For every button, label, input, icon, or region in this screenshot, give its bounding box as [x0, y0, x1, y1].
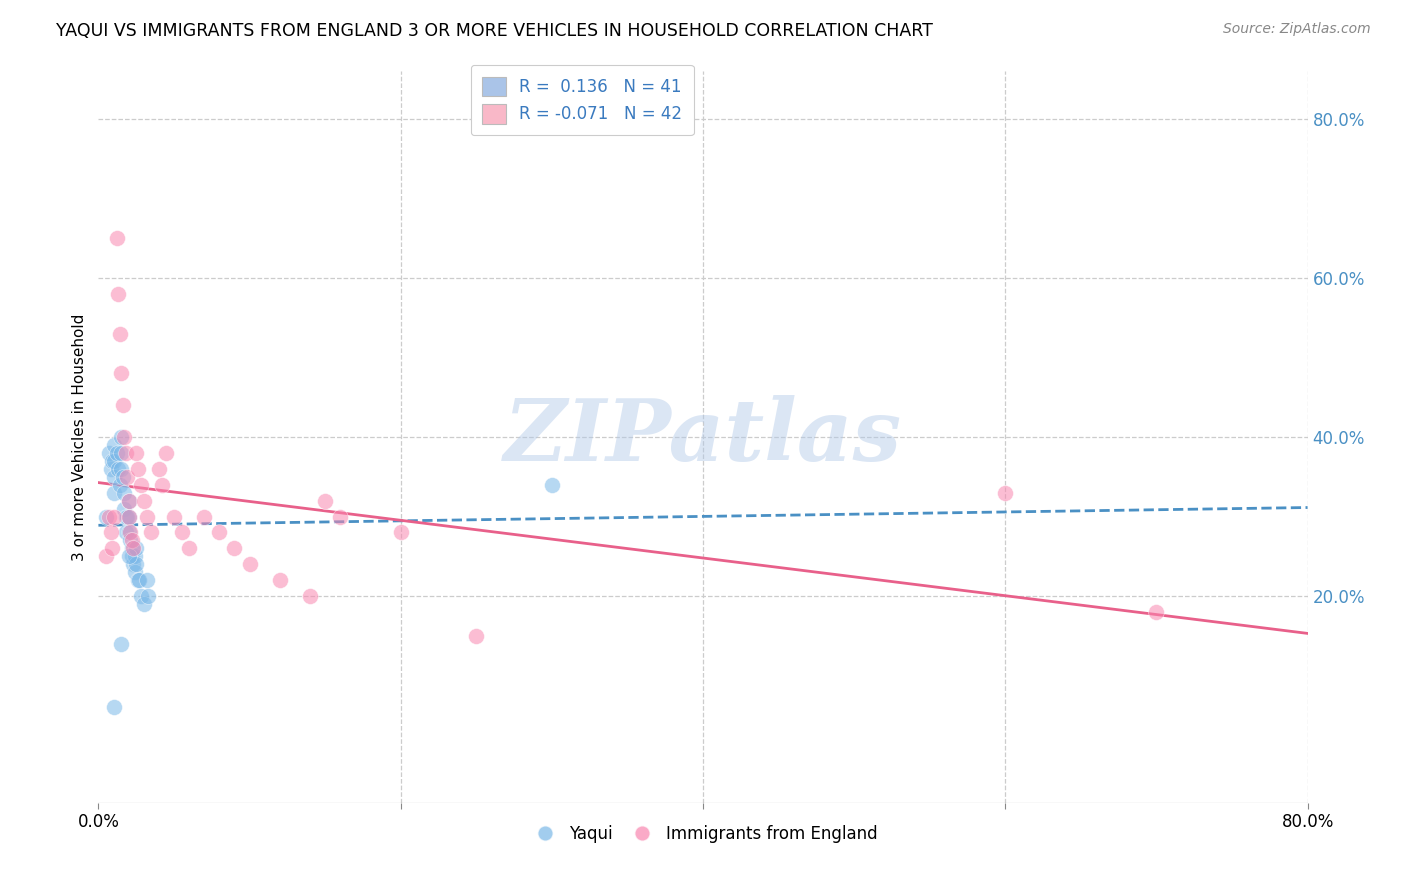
Point [112, 501, 135, 516]
Point [314, 493, 336, 508]
Point [107, 462, 129, 476]
Point [118, 549, 141, 564]
Point [111, 470, 134, 484]
Point [150, 477, 173, 491]
Point [110, 446, 132, 460]
Point [141, 525, 163, 540]
Point [103, 485, 125, 500]
Text: ZIPatlas: ZIPatlas [503, 395, 903, 479]
Point [540, 477, 562, 491]
Point [103, 700, 125, 714]
Y-axis label: 3 or more Vehicles in Household: 3 or more Vehicles in Household [72, 313, 87, 561]
Point [101, 541, 124, 556]
Point [103, 509, 125, 524]
Point [163, 509, 186, 524]
Point [132, 493, 155, 508]
Point [110, 462, 132, 476]
Point [115, 470, 138, 484]
Point [124, 549, 146, 564]
Point [329, 509, 352, 524]
Point [107, 287, 129, 301]
Point [108, 326, 131, 341]
Point [100, 525, 122, 540]
Point [118, 525, 141, 540]
Point [128, 573, 150, 587]
Point [98, 446, 121, 460]
Point [103, 438, 125, 452]
Point [132, 597, 155, 611]
Point [136, 589, 159, 603]
Point [112, 485, 135, 500]
Point [112, 430, 135, 444]
Point [118, 509, 141, 524]
Point [120, 525, 142, 540]
Point [125, 558, 148, 572]
Point [110, 430, 132, 444]
Point [114, 446, 136, 460]
Point [170, 525, 193, 540]
Point [135, 573, 157, 587]
Point [118, 493, 141, 508]
Point [239, 558, 262, 572]
Point [108, 477, 131, 491]
Point [148, 462, 170, 476]
Point [94, 509, 117, 524]
Point [120, 533, 142, 548]
Point [125, 446, 148, 460]
Point [122, 541, 145, 556]
Point [114, 509, 136, 524]
Point [114, 525, 136, 540]
Text: YAQUI VS IMMIGRANTS FROM ENGLAND 3 OR MORE VEHICLES IN HOUSEHOLD CORRELATION CHA: YAQUI VS IMMIGRANTS FROM ENGLAND 3 OR MO… [56, 22, 934, 40]
Point [115, 509, 138, 524]
Point [101, 454, 124, 468]
Point [118, 493, 141, 508]
Point [122, 558, 145, 572]
Point [118, 509, 141, 524]
Point [110, 367, 132, 381]
Point [100, 462, 122, 476]
Point [129, 477, 152, 491]
Point [179, 541, 201, 556]
Point [124, 566, 146, 580]
Point [121, 533, 143, 548]
Point [94, 549, 117, 564]
Point [299, 589, 322, 603]
Point [127, 573, 149, 587]
Legend: Yaqui, Immigrants from England: Yaqui, Immigrants from England [522, 818, 884, 849]
Point [111, 398, 134, 412]
Point [129, 589, 152, 603]
Point [389, 525, 412, 540]
Point [208, 525, 231, 540]
Point [224, 541, 246, 556]
Point [127, 462, 149, 476]
Point [135, 509, 157, 524]
Point [269, 573, 291, 587]
Point [103, 470, 125, 484]
Point [994, 485, 1017, 500]
Point [105, 231, 128, 245]
Point [125, 541, 148, 556]
Point [121, 541, 143, 556]
Point [465, 629, 488, 643]
Point [1144, 605, 1167, 619]
Point [105, 446, 128, 460]
Point [103, 454, 125, 468]
Point [110, 637, 132, 651]
Point [193, 509, 215, 524]
Point [155, 446, 177, 460]
Text: Source: ZipAtlas.com: Source: ZipAtlas.com [1223, 22, 1371, 37]
Point [121, 549, 143, 564]
Point [98, 509, 121, 524]
